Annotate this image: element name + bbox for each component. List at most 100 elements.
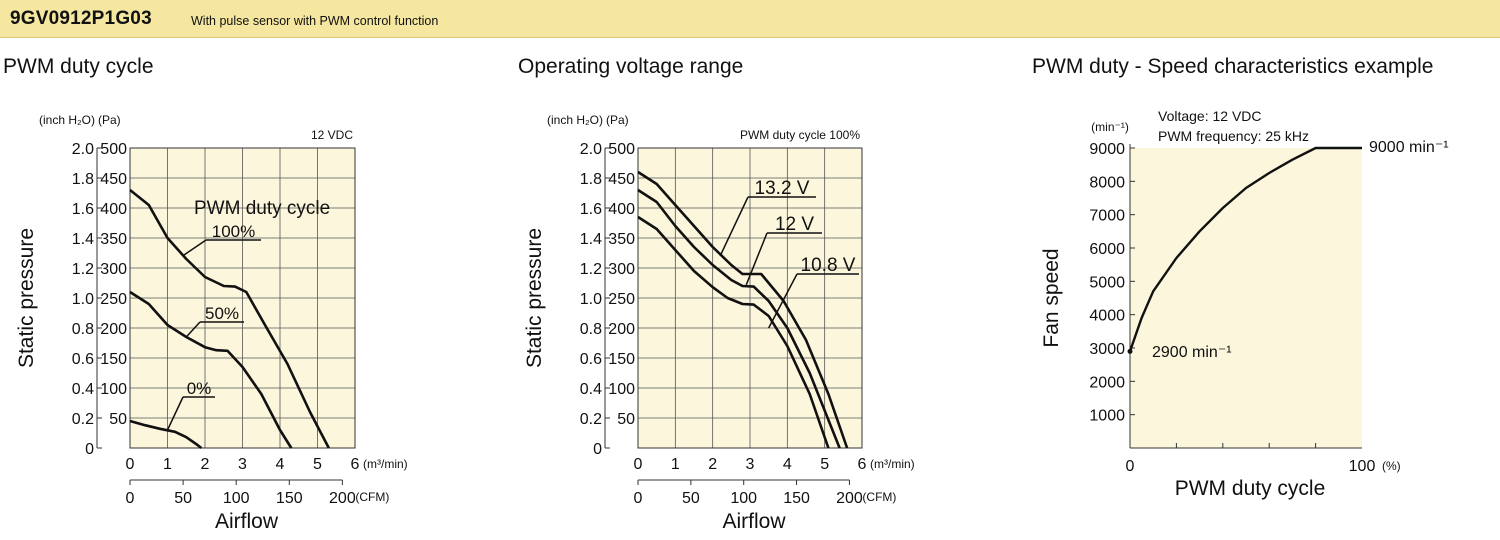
chart1-xtick: 0 xyxy=(126,456,135,473)
chart1-series-line xyxy=(129,188,330,449)
chart1-legend-title: PWM duty cycle xyxy=(194,198,330,219)
chart2-series-label: 12 V xyxy=(775,214,814,235)
chart1-leader-line xyxy=(166,396,184,431)
chart1-ytick-pa: 150 xyxy=(100,351,127,368)
chart2-ytick-inch: 1.6 xyxy=(580,201,602,218)
chart2-x2tick: 50 xyxy=(682,490,700,507)
chart1-x2tick: 100 xyxy=(223,490,250,507)
chart1-ytick-pa: 100 xyxy=(100,381,127,398)
chart2-condition: PWM duty cycle 100% xyxy=(740,128,860,142)
chart2-leader-line xyxy=(719,196,749,257)
chart2-xlabel: Airflow xyxy=(722,510,786,533)
chart3-xtick: 100 xyxy=(1349,458,1376,475)
chart2-ytick-pa: 450 xyxy=(608,171,635,188)
chart2-ytick-pa: 300 xyxy=(608,261,635,278)
chart1-x2tick: 200 xyxy=(329,490,356,507)
chart2-y-unit-inch: (inch H₂O) xyxy=(547,113,603,127)
chart1-ytick-inch: 1.4 xyxy=(72,231,94,248)
chart2-x2tick: 100 xyxy=(730,490,757,507)
chart1-x2tick: 50 xyxy=(174,490,192,507)
chart2-ytick-inch: 1.2 xyxy=(580,261,602,278)
chart1-ytick-inch: 0.6 xyxy=(72,351,94,368)
chart3-y-unit: (min⁻¹) xyxy=(1091,120,1129,134)
chart1-ytick-inch: 1.8 xyxy=(72,171,94,188)
chart3-ytick: 2000 xyxy=(1089,374,1125,391)
chart1-ytick-inch: 0.8 xyxy=(72,321,94,338)
chart3-ytick: 7000 xyxy=(1089,208,1125,225)
chart1-ytick-pa: 200 xyxy=(100,321,127,338)
chart1-x-unit: (m³/min) xyxy=(363,457,408,471)
chart1-series-label: 100% xyxy=(212,222,255,241)
chart1-xtick: 2 xyxy=(201,456,210,473)
chart2-xtick: 5 xyxy=(820,456,829,473)
chart2-ytick-inch: 0 xyxy=(593,441,602,458)
chart1-ytick-pa: 350 xyxy=(100,231,127,248)
chart1-xtick: 6 xyxy=(351,456,360,473)
chart1-series-line xyxy=(129,290,293,449)
chart1-x2tick: 150 xyxy=(276,490,303,507)
chart1-condition: 12 VDC xyxy=(311,128,353,142)
chart3-ytick: 3000 xyxy=(1089,341,1125,358)
model-number: 9GV0912P1G03 xyxy=(10,8,152,29)
chart1-series-label: 0% xyxy=(187,379,212,398)
chart3-ylabel: Fan speed xyxy=(1040,248,1063,347)
chart3-min-point xyxy=(1127,348,1133,354)
chart2-leader-line xyxy=(768,273,798,329)
chart2-series-label: 10.8 V xyxy=(801,255,856,276)
chart1-y-unit-pa: (Pa) xyxy=(98,113,121,127)
chart3-series-line xyxy=(1128,146,1362,352)
chart1-leader-line xyxy=(185,321,201,338)
chart2-ytick-pa: 250 xyxy=(608,291,635,308)
chart2-ytick-pa: 500 xyxy=(608,141,635,158)
chart1-ytick-pa: 250 xyxy=(100,291,127,308)
chart3-xtick: 0 xyxy=(1126,458,1135,475)
chart2-ytick-inch: 1.4 xyxy=(580,231,602,248)
chart2-ytick-pa: 50 xyxy=(617,411,635,428)
chart1-xtick: 4 xyxy=(276,456,285,473)
chart1-ylabel: Static pressure xyxy=(15,228,38,368)
chart1-series-line xyxy=(129,419,203,450)
chart2-xtick: 6 xyxy=(858,456,867,473)
chart1-series-label: 50% xyxy=(205,304,239,323)
chart3-plot-area xyxy=(1130,148,1362,448)
chart2-ytick-inch: 2.0 xyxy=(580,141,602,158)
chart2-series-line xyxy=(637,170,849,449)
chart2-ytick-pa: 150 xyxy=(608,351,635,368)
chart3-title: PWM duty - Speed characteristics example xyxy=(1032,55,1434,78)
chart2-ytick-inch: 1.8 xyxy=(580,171,602,188)
chart2-x2tick: 0 xyxy=(634,490,643,507)
chart1-ytick-pa: 300 xyxy=(100,261,127,278)
chart1-ytick-inch: 0 xyxy=(85,441,94,458)
chart2-ytick-inch: 0.2 xyxy=(580,411,602,428)
chart2-x2tick: 150 xyxy=(783,490,810,507)
chart2-x2-unit: (CFM) xyxy=(862,490,896,504)
chart1-x2-unit: (CFM) xyxy=(355,490,389,504)
chart2-leader-line xyxy=(745,232,768,286)
chart2-ytick-pa: 400 xyxy=(608,201,635,218)
chart1-ytick-inch: 2.0 xyxy=(72,141,94,158)
chart2-ytick-inch: 0.4 xyxy=(580,381,602,398)
chart1-ytick-inch: 1.2 xyxy=(72,261,94,278)
chart1-ytick-inch: 1.0 xyxy=(72,291,94,308)
chart1-x2tick: 0 xyxy=(126,490,135,507)
chart2-y-unit-pa: (Pa) xyxy=(606,113,629,127)
chart3-note: PWM frequency: 25 kHz xyxy=(1158,128,1309,144)
chart3-ytick: 9000 xyxy=(1089,141,1125,158)
chart3-ytick: 5000 xyxy=(1089,274,1125,291)
chart1-plot-border xyxy=(129,147,356,449)
chart3-x-unit: (%) xyxy=(1382,459,1401,473)
chart2-series-line xyxy=(637,215,830,449)
chart2-title: Operating voltage range xyxy=(518,55,744,78)
header-banner: 9GV0912P1G03 With pulse sensor with PWM … xyxy=(0,0,1500,38)
chart2-x-unit: (m³/min) xyxy=(870,457,915,471)
chart2-xtick: 0 xyxy=(634,456,643,473)
chart3-ytick: 8000 xyxy=(1089,174,1125,191)
chart2-xtick: 2 xyxy=(708,456,717,473)
chart1-y-unit-inch: (inch H₂O) xyxy=(39,113,95,127)
chart2-xtick: 3 xyxy=(746,456,755,473)
chart2-x2tick: 200 xyxy=(836,490,863,507)
chart2-ytick-inch: 0.6 xyxy=(580,351,602,368)
chart1-xtick: 3 xyxy=(238,456,247,473)
chart1-ytick-pa: 500 xyxy=(100,141,127,158)
chart3-ytick: 4000 xyxy=(1089,308,1125,325)
